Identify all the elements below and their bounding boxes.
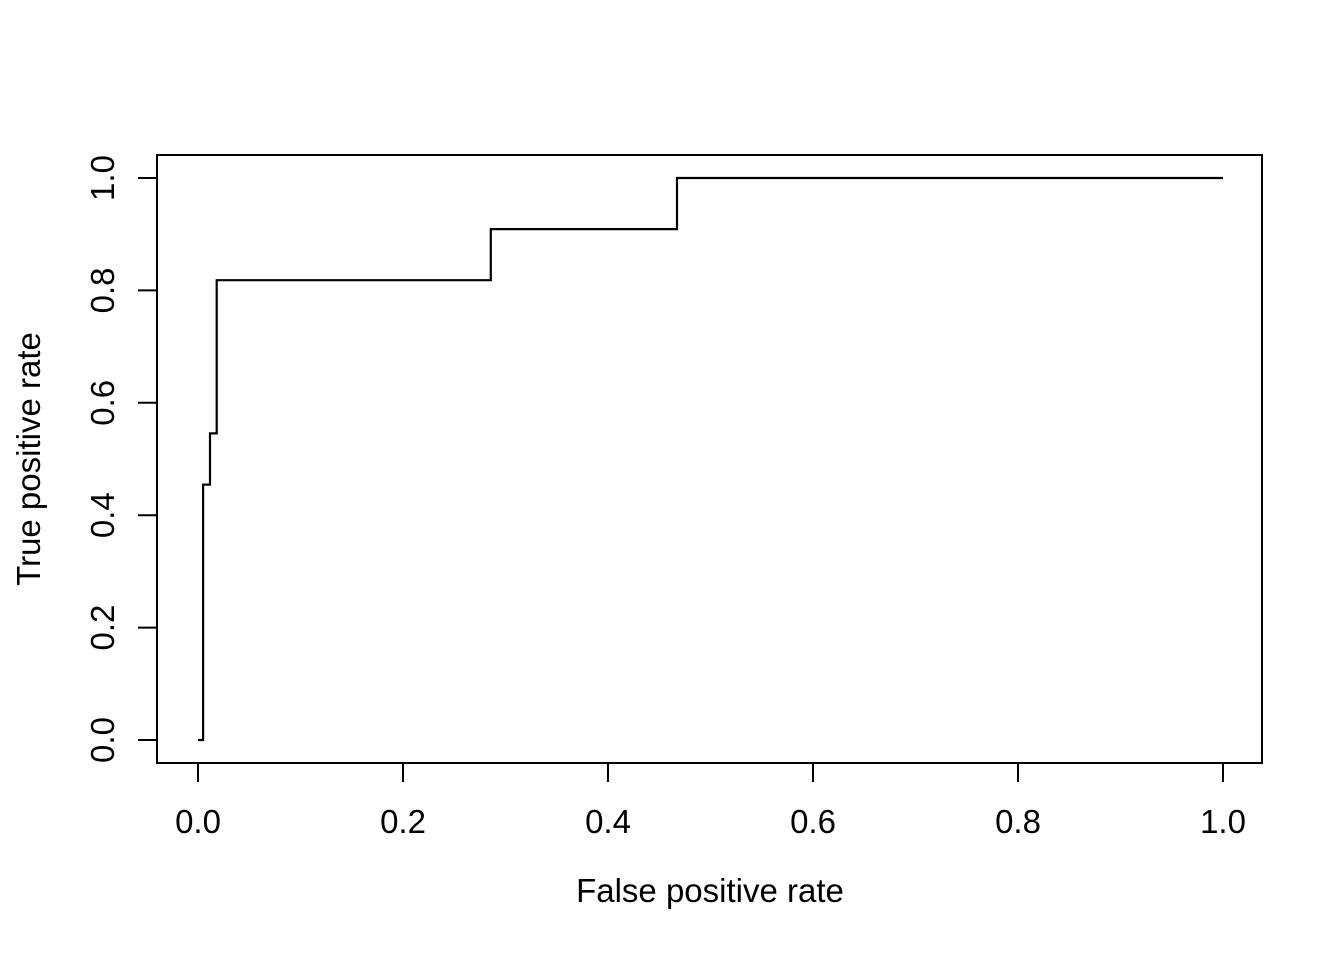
y-tick-label: 0.2 (84, 605, 121, 651)
plot-border (156, 154, 1263, 764)
x-tick-label: 1.0 (1200, 803, 1246, 840)
y-tick-label: 1.0 (84, 155, 121, 201)
y-axis: 0.0 0.2 0.4 0.6 0.8 1.0 (84, 155, 157, 763)
x-tick-label: 0.6 (790, 803, 836, 840)
y-tick-label: 0.0 (84, 717, 121, 763)
roc-curve (198, 176, 1223, 742)
x-tick-label: 0.4 (585, 803, 631, 840)
x-tick-label: 0.2 (380, 803, 426, 840)
y-tick-label: 0.6 (84, 380, 121, 426)
x-axis-title: False positive rate (576, 872, 844, 909)
x-tick-label: 0.0 (175, 803, 221, 840)
x-axis: 0.0 0.2 0.4 0.6 0.8 1.0 (175, 763, 1246, 840)
y-tick-label: 0.4 (84, 492, 121, 538)
y-axis-title: True positive rate (10, 332, 47, 586)
x-tick-label: 0.8 (995, 803, 1041, 840)
series-group (198, 176, 1223, 742)
y-tick-label: 0.8 (84, 267, 121, 313)
